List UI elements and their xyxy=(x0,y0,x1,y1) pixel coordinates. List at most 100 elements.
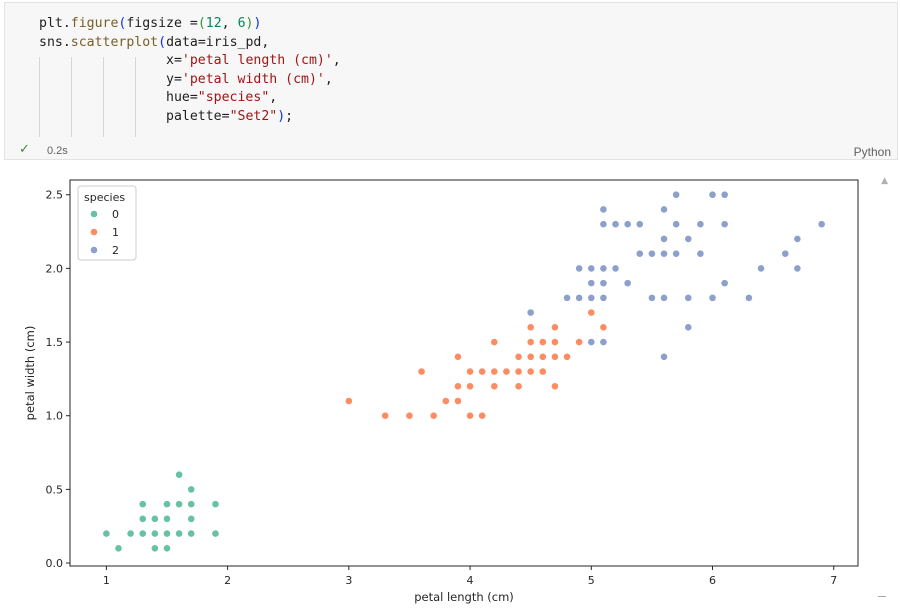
data-point-species-1 xyxy=(514,367,523,376)
data-point-species-2 xyxy=(599,220,608,229)
data-point-species-1 xyxy=(514,382,523,391)
data-point-species-0 xyxy=(150,529,159,538)
data-point-species-2 xyxy=(696,220,705,229)
data-point-species-1 xyxy=(466,382,474,391)
data-point-species-2 xyxy=(599,338,608,346)
scroll-handle[interactable] xyxy=(878,596,886,597)
data-point-species-1 xyxy=(454,397,462,405)
cell-output: 1 2 3 4 5 6 7 0.0 0.5 1.0 1.5 2.0 2.5 petal length (c… xyxy=(0,168,900,608)
data-point-species-0 xyxy=(175,500,184,509)
data-point-species-2 xyxy=(672,249,681,258)
data-point-species-2 xyxy=(648,293,656,302)
code-token: ; xyxy=(285,108,294,124)
code-token: 'petal width (cm)' xyxy=(181,71,325,87)
data-point-species-2 xyxy=(623,220,632,229)
data-point-species-1 xyxy=(502,367,511,376)
data-point-species-2 xyxy=(599,293,608,302)
code-editor[interactable]: plt.figure(figsize =(12, 6)) sns.scatter… xyxy=(39,15,341,127)
legend-label: 0 xyxy=(112,208,119,221)
code-token: , xyxy=(269,90,278,106)
y-tick-label: 1.0 xyxy=(46,410,64,423)
legend-label: 1 xyxy=(112,226,119,239)
data-point-species-2 xyxy=(817,220,826,229)
indent-guide xyxy=(135,57,136,137)
code-token: ( xyxy=(118,16,127,31)
data-point-species-1 xyxy=(599,323,608,332)
x-tick-label: 2 xyxy=(224,574,231,587)
indent-guide xyxy=(39,57,40,137)
code-token: palette= xyxy=(166,108,230,124)
data-point-species-0 xyxy=(175,529,184,538)
data-point-species-0 xyxy=(114,544,123,553)
data-point-species-1 xyxy=(526,352,535,361)
data-point-species-1 xyxy=(454,382,462,391)
code-token: sns. xyxy=(39,34,71,50)
x-tick-label: 1 xyxy=(103,574,110,587)
x-tick-label: 3 xyxy=(345,574,352,587)
data-point-species-1 xyxy=(526,367,535,376)
data-point-species-0 xyxy=(138,500,147,509)
code-token: data=iris_pd, xyxy=(166,34,270,50)
x-axis-label: petal length (cm) xyxy=(414,590,514,604)
data-point-species-2 xyxy=(611,220,620,229)
code-token: figsize = xyxy=(126,16,198,31)
data-point-species-2 xyxy=(672,190,681,199)
check-icon: ✓ xyxy=(19,142,30,157)
x-tick-label: 7 xyxy=(830,574,837,587)
legend-title: species xyxy=(84,191,125,204)
data-point-species-1 xyxy=(478,367,487,376)
data-point-species-2 xyxy=(720,190,729,199)
execution-time: 0.2s xyxy=(47,145,68,157)
data-point-species-0 xyxy=(163,529,171,538)
data-point-species-1 xyxy=(381,411,390,420)
code-token: plt. xyxy=(39,16,71,31)
data-point-species-1 xyxy=(344,397,353,405)
x-tick-label: 6 xyxy=(709,574,716,587)
data-point-species-1 xyxy=(478,411,487,420)
data-point-species-2 xyxy=(599,264,608,273)
data-point-species-2 xyxy=(660,352,668,361)
data-point-species-1 xyxy=(575,338,584,346)
data-point-species-0 xyxy=(102,529,111,538)
data-point-species-2 xyxy=(648,249,656,258)
code-line: hue="species", xyxy=(39,90,277,105)
indent-guide xyxy=(71,57,72,137)
data-point-species-1 xyxy=(466,367,474,376)
code-token: , xyxy=(324,71,333,87)
data-point-species-2 xyxy=(587,264,596,273)
indent-guide xyxy=(103,57,104,137)
data-point-species-0 xyxy=(163,544,171,553)
data-point-species-2 xyxy=(611,264,620,273)
data-point-species-2 xyxy=(744,293,753,302)
code-token: , xyxy=(221,16,238,31)
data-point-species-0 xyxy=(163,514,171,523)
data-point-species-1 xyxy=(514,352,523,361)
data-point-species-2 xyxy=(599,279,608,288)
data-point-species-1 xyxy=(466,411,474,420)
data-point-species-1 xyxy=(538,367,547,376)
code-cell[interactable]: plt.figure(figsize =(12, 6)) sns.scatter… xyxy=(4,2,898,160)
data-point-species-2 xyxy=(793,235,802,243)
scatter-chart: 1 2 3 4 5 6 7 0.0 0.5 1.0 1.5 2.0 2.5 petal length (c… xyxy=(23,179,859,604)
data-point-species-0 xyxy=(150,544,159,553)
data-point-species-0 xyxy=(138,514,147,523)
code-token: , xyxy=(332,53,341,69)
data-point-species-1 xyxy=(417,367,426,376)
data-point-species-2 xyxy=(684,323,693,332)
code-token: x= xyxy=(39,53,182,69)
data-point-species-2 xyxy=(635,249,644,258)
data-point-species-2 xyxy=(660,293,668,302)
code-token: ) xyxy=(245,16,254,31)
data-point-species-2 xyxy=(660,249,668,258)
code-line: y='petal width (cm)', xyxy=(39,72,333,87)
code-token: ( xyxy=(197,16,206,31)
data-point-species-0 xyxy=(126,529,135,538)
y-tick-label: 0.0 xyxy=(46,557,64,570)
code-token: 'petal length (cm)' xyxy=(181,53,333,69)
data-point-species-0 xyxy=(211,529,220,538)
code-token: 6 xyxy=(237,16,246,31)
scroll-up-icon[interactable]: ▲ xyxy=(881,176,888,186)
data-point-species-2 xyxy=(708,190,717,199)
code-line: sns.scatterplot(data=iris_pd, xyxy=(39,35,269,50)
language-label[interactable]: Python xyxy=(853,145,891,159)
